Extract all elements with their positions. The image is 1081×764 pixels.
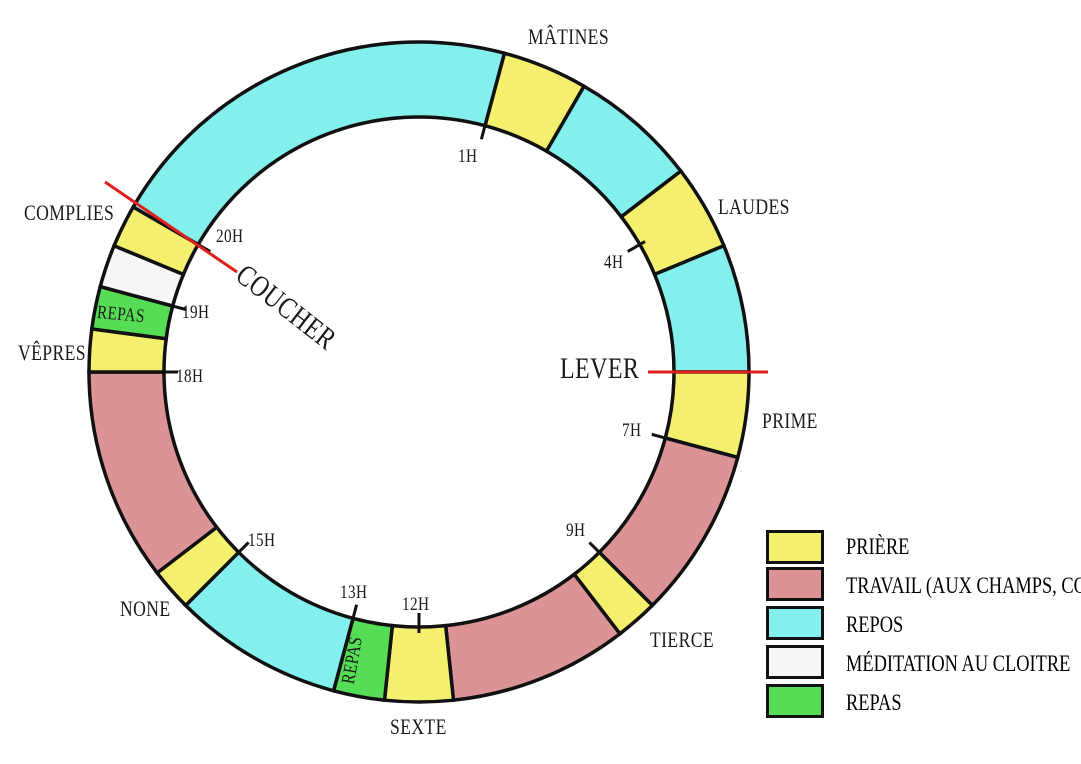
hour-label-18h: 18H — [176, 366, 204, 387]
hour-label-1h: 1H — [458, 146, 478, 167]
hour-label-4h: 4H — [604, 252, 624, 273]
hour-tick — [588, 541, 605, 558]
legend-swatch — [766, 645, 824, 679]
hour-label-20h: 20H — [216, 226, 244, 247]
office-label-sexte: SEXTE — [390, 714, 447, 739]
legend-item-meditation: MÉDITATION AU CLOITRE — [766, 644, 1081, 683]
legend-swatch — [766, 606, 824, 640]
office-label-none: NONE — [120, 596, 171, 621]
legend-item-repos: REPOS — [766, 605, 1081, 644]
legend-label: REPAS — [846, 689, 902, 715]
hour-tick — [651, 432, 672, 442]
hour-tick — [626, 240, 646, 253]
legend-swatch — [766, 567, 824, 601]
hour-label-13h: 13H — [340, 582, 368, 603]
office-label-complies: COMPLIES — [24, 200, 115, 225]
office-label-vepres: VÊPRES — [18, 340, 86, 365]
legend-label: TRAVAIL (AUX CHAMPS, CO — [846, 572, 1081, 598]
hour-tick — [479, 119, 489, 140]
hour-label-12h: 12H — [402, 594, 430, 615]
legend-swatch — [766, 529, 824, 564]
hour-tick — [166, 302, 187, 312]
hour-label-15h: 15H — [248, 530, 276, 551]
legend-item-priere: PRIÈRE — [766, 527, 1081, 566]
legend-item-repas: REPAS — [766, 683, 1081, 722]
legend-label: REPOS — [846, 611, 904, 637]
legend-item-travail: TRAVAIL (AUX CHAMPS, CO — [766, 566, 1081, 605]
ring-label-repas-soir: REPAS — [96, 302, 146, 328]
coucher-marker-line — [104, 180, 238, 274]
legend: PRIÈRE TRAVAIL (AUX CHAMPS, CO REPOS MÉDITA… — [766, 527, 1081, 722]
hour-label-19h: 19H — [182, 302, 210, 323]
legend-swatch — [766, 684, 824, 718]
ring-segment-travail — [87, 370, 220, 576]
marker-label-lever: LEVER — [560, 352, 640, 385]
hour-label-7h: 7H — [622, 420, 642, 441]
hour-tick — [349, 604, 359, 625]
legend-label: MÉDITATION AU CLOITRE — [846, 650, 1071, 676]
hour-label-9h: 9H — [566, 520, 586, 541]
office-label-matines: MÂTINES — [528, 24, 610, 49]
ring-segment-priere — [382, 623, 456, 704]
office-label-tierce: TIERCE — [650, 627, 714, 652]
office-label-prime: PRIME — [762, 408, 818, 433]
hour-tick — [233, 541, 250, 558]
office-label-laudes: LAUDES — [718, 194, 790, 219]
legend-label: PRIÈRE — [846, 533, 910, 559]
ring-segment-repos — [130, 40, 507, 247]
